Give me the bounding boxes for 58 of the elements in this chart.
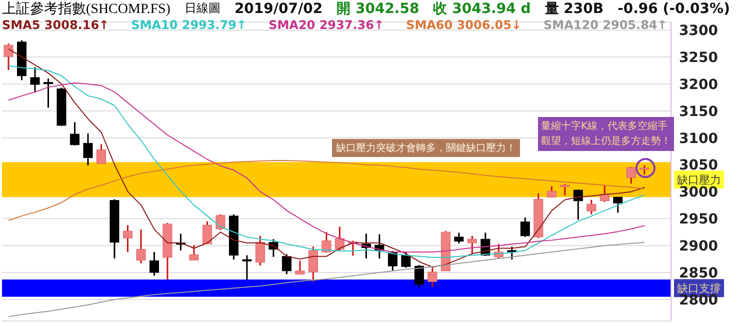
- text: 開 3042.58: [336, 0, 420, 18]
- line-series: [8, 242, 646, 318]
- candlestick: [414, 264, 424, 288]
- candlestick: [43, 78, 53, 108]
- candlestick: [30, 66, 40, 92]
- text: SMA120 2905.84↑: [544, 18, 668, 32]
- candlestick: [454, 232, 464, 244]
- text: SMA60 3006.05↓: [406, 18, 522, 32]
- candlestick: [242, 254, 252, 280]
- text: 量 230B: [544, 0, 604, 18]
- candlestick: [428, 266, 438, 288]
- candlestick: [4, 42, 14, 71]
- candlestick: [255, 235, 265, 266]
- text: 2019/07/02: [234, 0, 323, 16]
- y-tick-label: 3300: [679, 23, 718, 40]
- candlestick: [520, 216, 530, 238]
- candlestick: [295, 260, 305, 275]
- y-tick-label: 3050: [679, 158, 718, 174]
- chart-title: 上証參考指數(SHCOMP.FS): [2, 0, 170, 18]
- annotation: 缺口壓力突破才會轉多，關鍵缺口壓力！: [332, 139, 520, 157]
- y-tick-label: 3150: [679, 104, 718, 120]
- candlestick: [308, 246, 318, 282]
- candlestick: [401, 251, 411, 268]
- y-tick-label: 3250: [679, 50, 718, 66]
- series-label: SMA5 3008.16↑: [2, 18, 110, 32]
- candlestick: [122, 224, 132, 253]
- band-label: 缺口支撐: [677, 282, 721, 296]
- text: -0.96 (-0.03%): [618, 0, 730, 16]
- y-tick-label: 2950: [679, 212, 718, 228]
- candlestick: [202, 220, 212, 245]
- chart-subtitle: 日線圖: [184, 0, 220, 17]
- candlestick: [586, 199, 596, 216]
- candlestick: [560, 183, 570, 196]
- candlestick: [70, 121, 80, 146]
- band-label: 缺口壓力: [677, 174, 721, 187]
- candlestick: [613, 196, 623, 214]
- line-series: [8, 160, 646, 221]
- text: SMA10 2993.79↑: [131, 18, 247, 32]
- candlestick: [626, 166, 636, 184]
- candlestick: [467, 235, 477, 254]
- y-tick-label: 3200: [679, 76, 718, 93]
- candlestick: [149, 251, 159, 276]
- candlestick: [216, 214, 226, 231]
- y-tick-label: 3000: [679, 184, 718, 201]
- candlestick: [388, 250, 398, 272]
- y-tick-label: 3100: [679, 130, 718, 147]
- candlestick: [282, 253, 292, 275]
- candlestick: [96, 144, 106, 164]
- candlestick: [189, 244, 199, 261]
- candlestick: [83, 132, 93, 166]
- candlestick: [640, 164, 650, 176]
- candlestick: [136, 228, 146, 264]
- text: SMA20 2937.36↑: [268, 18, 384, 32]
- text: 收 3043.94 d: [433, 0, 531, 18]
- y-tick-label: 2850: [679, 265, 718, 282]
- candlestick: [507, 246, 517, 260]
- y-tick-label: 2900: [679, 238, 718, 255]
- annotation: 量縮十字K線，代表多空縮手觀望，短線上仍是多方走勢！: [538, 117, 674, 151]
